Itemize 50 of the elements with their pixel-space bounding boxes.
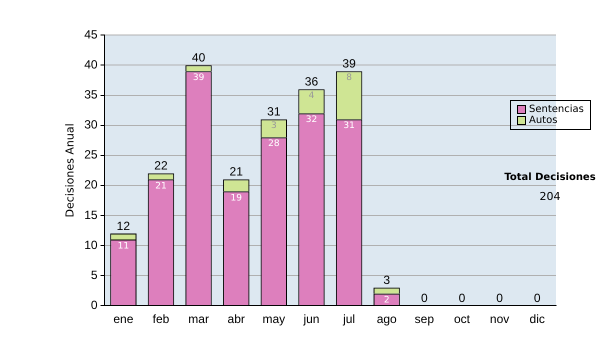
x-tick-label: ago xyxy=(376,312,398,326)
x-tick-label: jul xyxy=(342,312,356,326)
total-label: 3 xyxy=(383,272,390,287)
data-label: 3 xyxy=(270,121,277,132)
total-label: 0 xyxy=(534,290,541,305)
data-label: 11 xyxy=(118,241,130,252)
total-label: 0 xyxy=(496,290,504,305)
total-label: 31 xyxy=(267,104,281,119)
x-tick-label: abr xyxy=(228,312,245,326)
total-label: 12 xyxy=(116,218,130,233)
y-tick-label: 5 xyxy=(90,268,98,282)
total-label: 40 xyxy=(192,50,206,65)
data-label: 4 xyxy=(308,91,315,102)
x-tick-label: oct xyxy=(454,312,471,326)
y-tick-label: 15 xyxy=(84,208,98,222)
annotation: 204 xyxy=(538,190,562,203)
y-tick-label: 20 xyxy=(84,178,98,192)
data-label: 28 xyxy=(268,139,280,150)
data-label: 39 xyxy=(192,73,205,84)
total-label: 0 xyxy=(420,290,428,305)
y-tick-label: 10 xyxy=(84,238,98,252)
total-label: 21 xyxy=(230,164,244,179)
y-tick-label: 40 xyxy=(84,58,98,72)
total-label: 39 xyxy=(342,56,356,71)
x-tick-label: nov xyxy=(490,312,510,326)
x-tick-label: mar xyxy=(188,312,209,326)
y-tick-label: 25 xyxy=(84,148,98,162)
data-label: 8 xyxy=(346,73,352,84)
y-tick-label: 35 xyxy=(84,88,98,102)
data-label: 2 xyxy=(384,295,390,306)
x-tick-label: jun xyxy=(302,312,320,326)
data-label: 21 xyxy=(155,181,167,192)
total-label: 36 xyxy=(304,74,318,89)
legend-label: Autos xyxy=(529,115,558,126)
y-tick-label: 30 xyxy=(84,118,98,132)
data-label: 32 xyxy=(306,115,318,126)
y-axis-title: Decisiones Anual xyxy=(63,123,76,218)
total-label: 0 xyxy=(458,290,466,305)
x-tick-label: ene xyxy=(113,312,134,326)
annotation: Total Decisiones xyxy=(503,172,597,183)
x-tick-label: feb xyxy=(152,312,170,326)
x-tick-label: may xyxy=(262,312,286,326)
legend-label: Sentencias xyxy=(529,104,584,115)
data-label: 19 xyxy=(230,193,242,204)
total-label: 22 xyxy=(154,158,168,173)
data-label: 31 xyxy=(343,121,355,132)
y-tick-label: 45 xyxy=(84,28,98,42)
y-tick-label: 0 xyxy=(90,298,98,312)
x-tick-label: dic xyxy=(530,312,545,326)
x-tick-label: sep xyxy=(414,312,434,326)
